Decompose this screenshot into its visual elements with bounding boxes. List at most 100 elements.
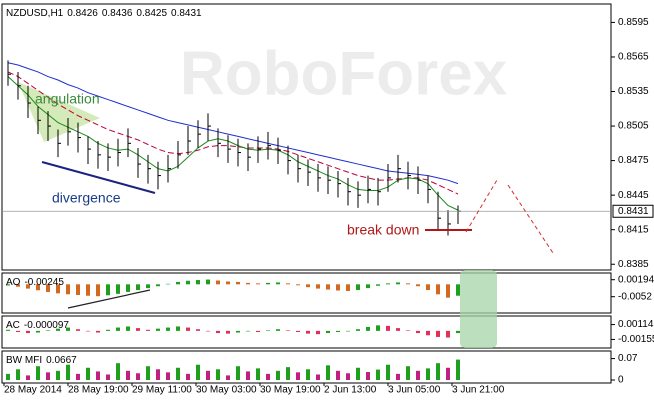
indicator-name: AC: [6, 320, 20, 331]
histogram-bar: [136, 373, 140, 380]
histogram-bar: [256, 368, 260, 380]
histogram-bar: [326, 330, 330, 334]
histogram-bar: [266, 282, 270, 285]
histogram-bar: [126, 370, 130, 380]
watermark: RoboForex: [180, 39, 508, 108]
x-tick-label: 3 Jun 05:00: [388, 385, 441, 396]
histogram-bar: [326, 284, 330, 290]
histogram-bar: [306, 369, 310, 380]
histogram-bar: [206, 279, 210, 285]
histogram-bar: [46, 284, 50, 292]
histogram-bar: [316, 330, 320, 335]
histogram-bar: [276, 329, 280, 331]
histogram-bar: [326, 365, 330, 380]
y-tick-label: -0.00155: [618, 334, 654, 345]
indicator-name: BW MFI: [6, 355, 42, 366]
histogram-bar: [436, 330, 440, 337]
indicator-value: -0.00245: [24, 277, 64, 288]
histogram-bar: [256, 283, 260, 285]
y-tick-label: 0.8475: [618, 155, 649, 166]
histogram-bar: [296, 330, 300, 332]
histogram-bar: [366, 284, 370, 289]
histogram-bar: [196, 280, 200, 285]
histogram-bar: [346, 330, 350, 332]
histogram-bar: [346, 373, 350, 380]
histogram-bar: [56, 328, 60, 331]
histogram-bar: [66, 327, 70, 331]
histogram-bar: [426, 368, 430, 380]
moving-average: [7, 76, 459, 211]
chart-header: NZDUSD,H1 0.8426 0.8436 0.8425 0.8431: [6, 8, 202, 19]
y-tick-label: 0.8505: [618, 121, 649, 132]
moving-average: [7, 71, 459, 195]
histogram-bar: [146, 366, 150, 380]
x-tick-label: 28 May 19:00: [68, 385, 129, 396]
y-tick-label: 0.8415: [618, 224, 649, 235]
histogram-bar: [446, 330, 450, 338]
histogram-bar: [86, 284, 90, 296]
histogram-bar: [116, 327, 120, 331]
x-tick-label: 28 May 2014: [4, 385, 62, 396]
histogram-bar: [306, 330, 310, 334]
histogram-bar: [206, 370, 210, 380]
histogram-bar: [26, 330, 30, 334]
x-tick-label: 3 Jun 21:00: [452, 385, 505, 396]
histogram-bar: [36, 330, 40, 333]
histogram-bar: [146, 284, 150, 289]
histogram-bar: [216, 369, 220, 380]
histogram-bar: [26, 375, 30, 380]
symbol: NZDUSD,H1: [6, 8, 64, 19]
histogram-bar: [426, 330, 430, 336]
histogram-bar: [86, 367, 90, 380]
histogram-bar: [416, 370, 420, 380]
last-price-label: 0.8431: [618, 206, 649, 217]
histogram-bar: [286, 330, 290, 331]
histogram-bar: [376, 284, 380, 286]
histogram-bar: [106, 329, 110, 331]
histogram-bar: [206, 330, 210, 332]
histogram-bar: [196, 364, 200, 380]
histogram-bar: [146, 329, 150, 331]
y-tick-label: -0.0052: [618, 291, 652, 302]
histogram-bar: [356, 284, 360, 291]
panel-frame: [1, 315, 612, 349]
y-tick-label: 0.8535: [618, 86, 649, 97]
divergence-line: [41, 161, 156, 194]
histogram-bar: [46, 330, 50, 331]
histogram-bar: [96, 330, 100, 333]
histogram-bar: [166, 372, 170, 380]
y-tick-label: 0.8385: [618, 259, 649, 270]
histogram-bar: [456, 284, 460, 296]
x-tick-label: 30 May 03:00: [196, 385, 257, 396]
histogram-bar: [186, 280, 190, 285]
histogram-bar: [366, 372, 370, 380]
ao-divergence-line: [67, 289, 151, 309]
header-value: 0.8425: [136, 8, 167, 19]
histogram-bar: [176, 367, 180, 380]
histogram-bar: [216, 280, 220, 285]
histogram-bar: [136, 328, 140, 331]
histogram-bar: [276, 282, 280, 285]
histogram-bar: [456, 359, 460, 380]
histogram-bar: [166, 283, 170, 285]
histogram-bar: [96, 371, 100, 380]
histogram-bar: [196, 329, 200, 331]
header-value: 0.8436: [102, 8, 133, 19]
x-tick-label: 30 May 19:00: [260, 385, 321, 396]
histogram-bar: [456, 330, 460, 334]
indicator-value: -0.000097: [24, 320, 69, 331]
histogram-bar: [336, 284, 340, 291]
histogram-bar: [356, 367, 360, 380]
histogram-bar: [186, 327, 190, 331]
histogram-bar: [216, 330, 220, 334]
histogram-bar: [266, 373, 270, 380]
histogram-bar: [446, 367, 450, 380]
header-value: 0.8426: [67, 8, 98, 19]
panel-frame: [1, 272, 612, 314]
histogram-bar: [396, 373, 400, 380]
histogram-bar: [436, 284, 440, 295]
histogram-bar: [226, 375, 230, 380]
histogram-bar: [6, 284, 10, 286]
plot: 0.8595 0.8565 0.8535 0.8505 0.8475 0.8445 0.84…: [1, 3, 654, 396]
histogram-bar: [26, 284, 30, 289]
